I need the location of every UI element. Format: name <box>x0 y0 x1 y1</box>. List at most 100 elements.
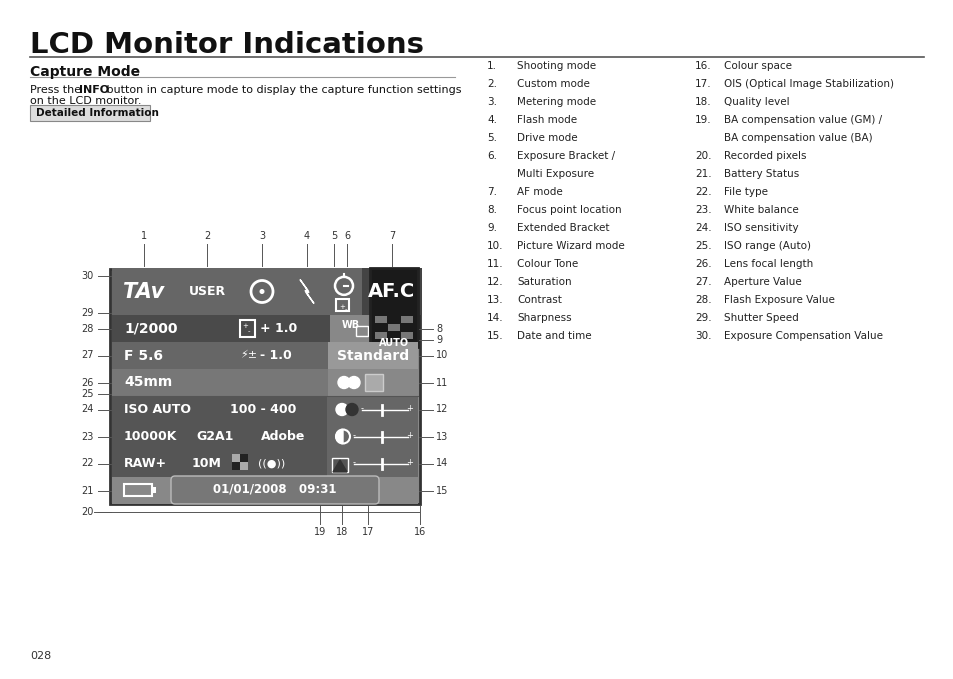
Text: 19: 19 <box>314 527 326 537</box>
Text: 2.: 2. <box>486 79 497 89</box>
Bar <box>328 342 417 369</box>
Text: 21.: 21. <box>695 169 711 179</box>
Text: 5.: 5. <box>486 133 497 143</box>
Bar <box>112 450 327 477</box>
Text: BA compensation value (BA): BA compensation value (BA) <box>723 133 872 143</box>
Text: Drive mode: Drive mode <box>517 133 577 143</box>
Bar <box>400 332 413 339</box>
Bar <box>327 450 417 477</box>
Text: AUTO: AUTO <box>378 338 409 348</box>
Text: BA compensation value (GM) /: BA compensation value (GM) / <box>723 115 882 125</box>
Text: Quality level: Quality level <box>723 97 789 107</box>
Text: Lens focal length: Lens focal length <box>723 259 812 269</box>
Bar <box>112 369 370 396</box>
Text: Custom mode: Custom mode <box>517 79 589 89</box>
Text: White balance: White balance <box>723 205 798 215</box>
Text: AF.C: AF.C <box>368 282 416 301</box>
Text: Flash mode: Flash mode <box>517 115 577 125</box>
Text: ((●)): ((●)) <box>257 458 285 469</box>
Text: Recorded pixels: Recorded pixels <box>723 151 805 161</box>
Text: Detailed Information: Detailed Information <box>36 108 159 118</box>
Text: 11: 11 <box>436 378 448 388</box>
Bar <box>332 458 348 472</box>
Text: USER: USER <box>189 285 225 298</box>
Text: LCD Monitor Indications: LCD Monitor Indications <box>30 31 423 59</box>
Text: + 1.0: + 1.0 <box>260 322 297 335</box>
Bar <box>388 332 399 339</box>
Text: 13: 13 <box>436 431 448 441</box>
Bar <box>287 268 327 315</box>
Text: 100 - 400: 100 - 400 <box>230 403 296 416</box>
Bar <box>240 454 248 462</box>
Bar <box>110 269 419 504</box>
Bar <box>388 316 399 323</box>
Bar <box>388 324 399 331</box>
Polygon shape <box>333 460 347 472</box>
Bar <box>112 315 330 342</box>
Text: button in capture mode to display the capture function settings: button in capture mode to display the ca… <box>103 85 461 95</box>
Text: 17.: 17. <box>695 79 711 89</box>
Text: 6: 6 <box>344 231 350 241</box>
Text: 45mm: 45mm <box>124 375 172 390</box>
Text: 28: 28 <box>82 323 94 333</box>
Bar <box>327 396 417 423</box>
Text: 14.: 14. <box>486 313 503 323</box>
Bar <box>236 268 287 315</box>
Text: 29.: 29. <box>695 313 711 323</box>
Bar <box>330 315 370 342</box>
Text: 17: 17 <box>361 527 374 537</box>
Text: WB: WB <box>341 320 359 329</box>
Text: -: - <box>248 329 251 335</box>
Text: 27: 27 <box>81 350 94 361</box>
Text: Colour Tone: Colour Tone <box>517 259 578 269</box>
Text: Contrast: Contrast <box>517 295 561 305</box>
Text: 3: 3 <box>258 231 265 241</box>
Text: 18.: 18. <box>695 97 711 107</box>
Bar <box>327 268 361 315</box>
Text: Multi Exposure: Multi Exposure <box>517 169 594 179</box>
Text: 4.: 4. <box>486 115 497 125</box>
Text: +: + <box>406 404 413 413</box>
Text: 4: 4 <box>304 231 310 241</box>
Bar <box>112 268 417 315</box>
Text: 13.: 13. <box>486 295 503 305</box>
Text: 1/2000: 1/2000 <box>124 321 177 335</box>
Circle shape <box>260 290 264 293</box>
Bar <box>240 320 254 337</box>
Text: 25.: 25. <box>695 241 711 251</box>
Text: 29: 29 <box>82 308 94 318</box>
Text: Shooting mode: Shooting mode <box>517 61 596 71</box>
Text: Aperture Value: Aperture Value <box>723 277 801 287</box>
Text: G2A1: G2A1 <box>196 430 233 443</box>
Bar <box>365 374 382 391</box>
Bar <box>112 342 417 369</box>
Text: 15.: 15. <box>486 331 503 341</box>
Text: Saturation: Saturation <box>517 277 571 287</box>
Text: 10M: 10M <box>192 457 222 470</box>
Text: 1: 1 <box>141 231 147 241</box>
Text: Flash Exposure Value: Flash Exposure Value <box>723 295 834 305</box>
Text: 9.: 9. <box>486 223 497 233</box>
Text: 10000K: 10000K <box>124 430 177 443</box>
Text: 20.: 20. <box>695 151 711 161</box>
Text: 21: 21 <box>82 485 94 496</box>
Text: -: - <box>360 404 364 413</box>
Text: +: + <box>338 304 345 310</box>
Text: ISO range (Auto): ISO range (Auto) <box>723 241 810 251</box>
Text: Sharpness: Sharpness <box>517 313 571 323</box>
Text: 24.: 24. <box>695 223 711 233</box>
Text: OIS (Optical Image Stabilization): OIS (Optical Image Stabilization) <box>723 79 893 89</box>
Text: 12: 12 <box>436 405 448 414</box>
Text: INFO: INFO <box>79 85 109 95</box>
Bar <box>112 342 370 369</box>
Text: +: + <box>406 458 413 467</box>
Bar <box>370 268 417 347</box>
Text: Colour space: Colour space <box>723 61 791 71</box>
Text: -: - <box>345 306 347 312</box>
Circle shape <box>348 376 359 388</box>
Text: 028: 028 <box>30 651 51 661</box>
Text: Extended Bracket: Extended Bracket <box>517 223 609 233</box>
Bar <box>30 105 150 121</box>
Text: 18: 18 <box>335 527 348 537</box>
Text: File type: File type <box>723 187 767 197</box>
